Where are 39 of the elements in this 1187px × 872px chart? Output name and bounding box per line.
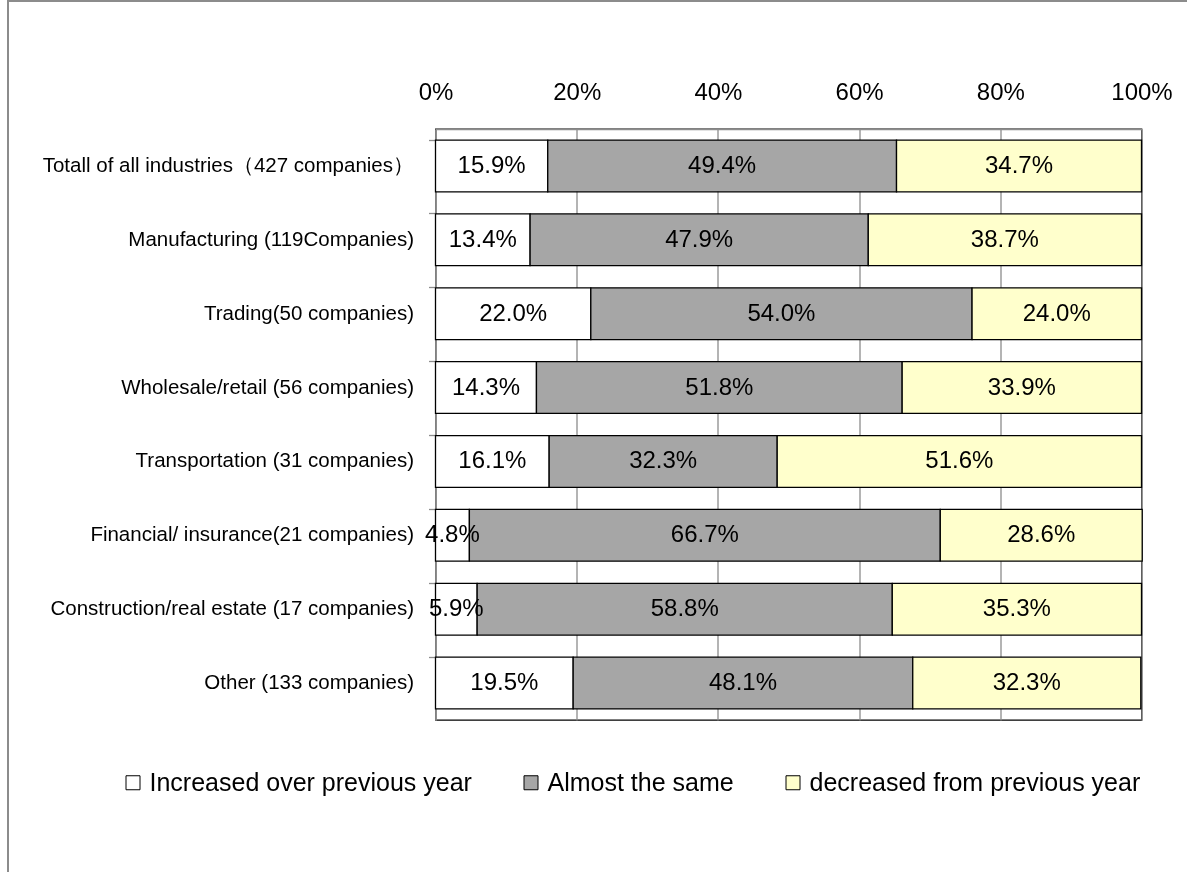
data-label: 22.0% [479, 298, 548, 326]
legend-label: Increased over previous year [149, 767, 472, 796]
data-label: 15.9% [457, 150, 526, 178]
data-label: 47.9% [665, 224, 734, 252]
legend-label: decreased from previous year [809, 767, 1141, 796]
x-tick-label: 100% [1111, 77, 1173, 105]
y-tick-label: Transportation (31 companies) [135, 448, 414, 472]
data-label: 35.3% [982, 594, 1051, 622]
data-label: 58.8% [650, 594, 719, 622]
data-label: 24.0% [1022, 298, 1091, 326]
x-tick-label: 40% [694, 77, 743, 105]
data-label: 28.6% [1007, 520, 1076, 548]
data-label: 13.4% [448, 224, 517, 252]
x-tick-label: 60% [835, 77, 884, 105]
y-tick-label: Other (133 companies) [204, 670, 414, 694]
data-label: 32.3% [992, 668, 1061, 696]
y-tick-label: Manufacturing (119Companies) [128, 226, 414, 250]
data-label: 48.1% [708, 668, 777, 696]
y-tick-label: Totall of all industries（427 companies） [42, 152, 414, 176]
x-tick-label: 0% [418, 77, 454, 105]
data-label: 19.5% [470, 668, 539, 696]
data-label: 66.7% [670, 520, 739, 548]
y-tick-label: Wholesale/retail (56 companies) [121, 374, 414, 398]
data-label: 38.7% [970, 224, 1039, 252]
data-label: 32.3% [629, 446, 698, 474]
y-tick-label: Financial/ insurance(21 companies) [90, 522, 414, 546]
data-label: 33.9% [987, 372, 1056, 400]
data-label: 34.7% [984, 150, 1054, 178]
data-label: 49.4% [688, 150, 757, 178]
data-label: 51.8% [685, 372, 754, 400]
x-tick-label: 20% [553, 77, 602, 105]
x-tick-label: 80% [976, 77, 1025, 105]
data-label: 54.0% [747, 298, 816, 326]
legend-label: Almost the same [547, 767, 734, 796]
y-tick-label: Construction/real estate (17 companies) [50, 596, 414, 620]
y-tick-label: Trading(50 companies) [203, 300, 414, 324]
data-label: 16.1% [458, 446, 527, 474]
data-label: 14.3% [451, 372, 521, 400]
data-label: 51.6% [925, 446, 994, 474]
